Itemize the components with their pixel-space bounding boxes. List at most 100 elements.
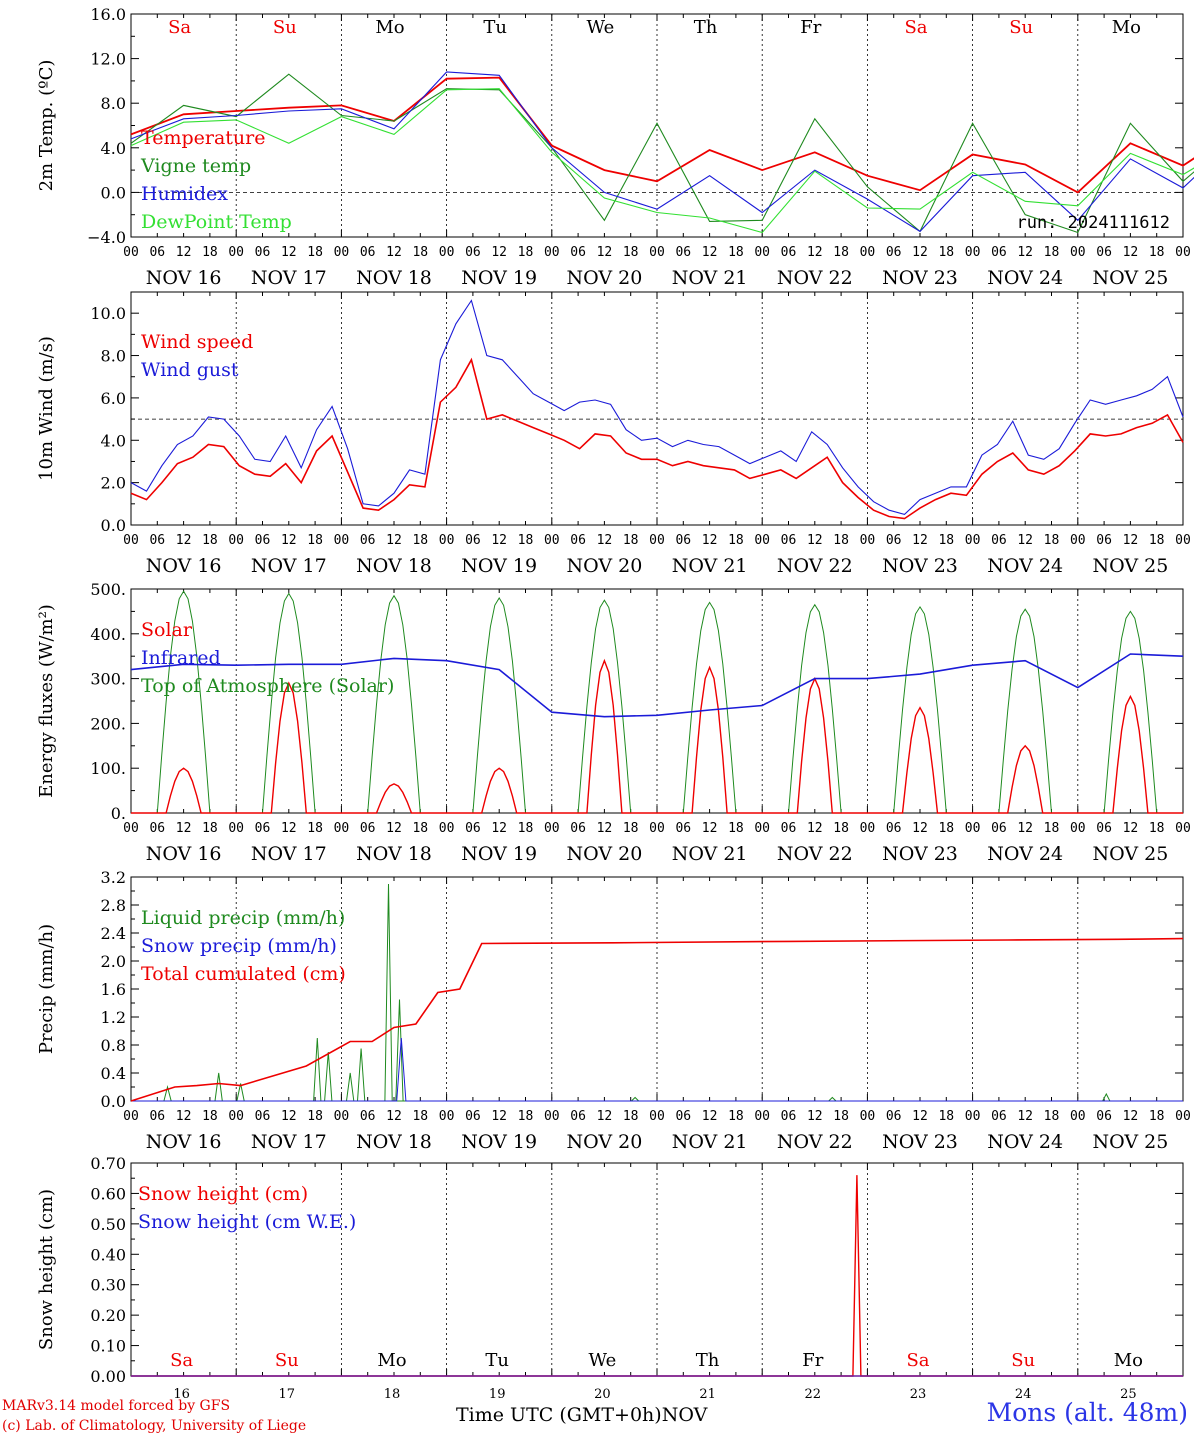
temp-hour-label: 12 bbox=[702, 245, 718, 260]
snow-weekday-label: Sa bbox=[906, 1350, 929, 1371]
snow-legend-entry: Snow height (cm W.E.) bbox=[138, 1211, 356, 1233]
energy-hour-label: 06 bbox=[886, 821, 902, 836]
station-name: Mons (alt. 48m) bbox=[986, 1398, 1188, 1427]
snow-weekday-label: Fr bbox=[802, 1350, 823, 1371]
precip-hour-label: 06 bbox=[465, 1109, 481, 1124]
temp-legend-entry: Temperature bbox=[141, 127, 265, 149]
wind-hour-label: 00 bbox=[965, 533, 981, 548]
precip-hour-label: 18 bbox=[1149, 1109, 1165, 1124]
energy-date-label: NOV 25 bbox=[1092, 843, 1168, 865]
wind-ytick-label: 4.0 bbox=[101, 431, 126, 450]
temp-hour-label: 00 bbox=[123, 245, 139, 260]
temp-date-label: NOV 25 bbox=[1092, 267, 1168, 289]
temp-date-label: NOV 20 bbox=[566, 267, 642, 289]
energy-date-label: NOV 21 bbox=[672, 843, 748, 865]
snow-weekday-label: Mo bbox=[377, 1350, 406, 1371]
lab-credit: (c) Lab. of Climatology, University of L… bbox=[2, 1418, 307, 1434]
energy-hour-label: 00 bbox=[965, 821, 981, 836]
energy-hour-label: 12 bbox=[281, 821, 297, 836]
temp-hour-label: 06 bbox=[255, 245, 271, 260]
temp-hour-label: 12 bbox=[1123, 245, 1139, 260]
wind-ytick-label: 8.0 bbox=[101, 347, 126, 366]
temp-weekday-label: Th bbox=[694, 17, 718, 38]
precip-ytick-label: 1.6 bbox=[101, 980, 126, 999]
temp-hour-label: 06 bbox=[1096, 245, 1112, 260]
wind-hour-label: 18 bbox=[938, 533, 954, 548]
precip-hour-label: 06 bbox=[991, 1109, 1007, 1124]
month-label: NOV bbox=[661, 1404, 708, 1426]
temp-hour-label: 06 bbox=[991, 245, 1007, 260]
snow-day-number: 22 bbox=[805, 1387, 822, 1402]
wind-hour-label: 06 bbox=[465, 533, 481, 548]
wind-hour-label: 00 bbox=[649, 533, 665, 548]
precip-hour-label: 00 bbox=[1070, 1109, 1086, 1124]
energy-date-label: NOV 23 bbox=[882, 843, 958, 865]
precip-hour-label: 18 bbox=[202, 1109, 218, 1124]
wind-hour-label: 00 bbox=[860, 533, 876, 548]
energy-hour-label: 00 bbox=[544, 821, 560, 836]
precip-hour-label: 18 bbox=[938, 1109, 954, 1124]
energy-hour-label: 06 bbox=[255, 821, 271, 836]
energy-hour-label: 06 bbox=[1096, 821, 1112, 836]
energy-date-label: NOV 16 bbox=[146, 843, 222, 865]
temp-weekday-label: Su bbox=[273, 17, 297, 38]
temp-hour-label: 18 bbox=[307, 245, 323, 260]
precip-hour-label: 00 bbox=[334, 1109, 350, 1124]
energy-hour-label: 18 bbox=[202, 821, 218, 836]
energy-hour-label: 00 bbox=[439, 821, 455, 836]
snow-weekday-label: Th bbox=[696, 1350, 720, 1371]
wind-hour-label: 12 bbox=[702, 533, 718, 548]
temp-hour-label: 00 bbox=[439, 245, 455, 260]
wind-hour-label: 18 bbox=[1149, 533, 1165, 548]
precip-ytick-label: 0.4 bbox=[101, 1064, 126, 1083]
temp-hour-label: 00 bbox=[1070, 245, 1086, 260]
energy-ytick-label: 400. bbox=[90, 625, 126, 644]
temp-legend-entry: DewPoint Temp bbox=[141, 211, 292, 233]
energy-hour-label: 18 bbox=[412, 821, 428, 836]
precip-hour-label: 18 bbox=[833, 1109, 849, 1124]
temp-hour-label: 00 bbox=[334, 245, 350, 260]
wind-date-label: NOV 19 bbox=[461, 555, 537, 577]
energy-ytick-label: 300. bbox=[90, 670, 126, 689]
wind-hour-label: 00 bbox=[123, 533, 139, 548]
energy-hour-label: 00 bbox=[860, 821, 876, 836]
wind-date-label: NOV 25 bbox=[1092, 555, 1168, 577]
precip-hour-label: 12 bbox=[807, 1109, 823, 1124]
snow-day-number: 23 bbox=[910, 1387, 927, 1402]
temp-hour-label: 12 bbox=[386, 245, 402, 260]
temp-hour-label: 06 bbox=[886, 245, 902, 260]
wind-date-label: NOV 18 bbox=[356, 555, 432, 577]
temp-hour-label: 18 bbox=[518, 245, 534, 260]
energy-hour-label: 18 bbox=[623, 821, 639, 836]
energy-hour-label: 12 bbox=[597, 821, 613, 836]
temp-date-label: NOV 19 bbox=[461, 267, 537, 289]
precip-date-label: NOV 16 bbox=[146, 1131, 222, 1153]
wind-hour-label: 12 bbox=[597, 533, 613, 548]
temp-ytick-label: 16.0 bbox=[90, 5, 126, 24]
precip-snow-line bbox=[131, 1037, 1183, 1102]
wind-hour-label: 18 bbox=[1044, 533, 1060, 548]
precip-hour-label: 12 bbox=[281, 1109, 297, 1124]
precip-hour-label: 12 bbox=[491, 1109, 507, 1124]
snow-ytick-label: 0.20 bbox=[90, 1306, 126, 1325]
energy-ir-line bbox=[130, 653, 1184, 718]
wind-hour-label: 12 bbox=[912, 533, 928, 548]
wind-hour-label: 18 bbox=[518, 533, 534, 548]
temp-hour-label: 18 bbox=[412, 245, 428, 260]
precip-hour-label: 06 bbox=[781, 1109, 797, 1124]
snow-day-number: 24 bbox=[1015, 1387, 1032, 1402]
wind-hour-label: 06 bbox=[991, 533, 1007, 548]
temp-hour-label: 12 bbox=[807, 245, 823, 260]
energy-solar-line bbox=[131, 658, 1183, 814]
temp-hour-label: 12 bbox=[281, 245, 297, 260]
precip-hour-label: 00 bbox=[860, 1109, 876, 1124]
temp-hour-label: 18 bbox=[202, 245, 218, 260]
temp-weekday-label: Fr bbox=[800, 17, 821, 38]
temp-weekday-label: Tu bbox=[483, 17, 507, 38]
wind-ytick-label: 0.0 bbox=[101, 516, 126, 535]
precip-hour-label: 00 bbox=[1175, 1109, 1191, 1124]
wind-series-line bbox=[130, 357, 1184, 520]
energy-hour-label: 12 bbox=[702, 821, 718, 836]
energy-ytick-label: 0. bbox=[111, 804, 126, 823]
